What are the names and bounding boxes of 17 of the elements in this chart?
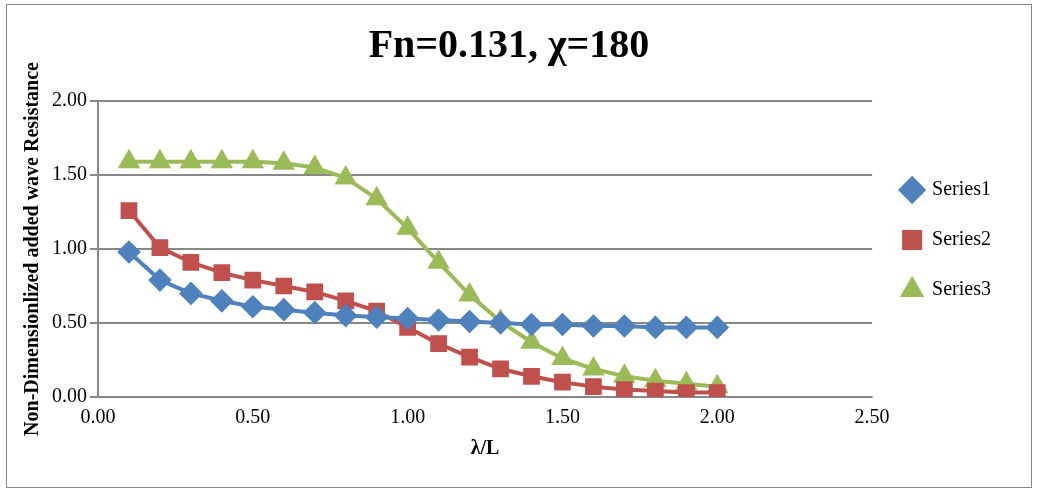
y-tick-label: 1.00: [52, 236, 87, 259]
legend-label: Series3: [932, 277, 992, 300]
chart-title: Fn=0.131, χ=180: [368, 21, 650, 67]
x-tick-label: 0.50: [235, 405, 271, 428]
legend-label: Series2: [932, 227, 992, 250]
y-tick-label: 2.00: [52, 88, 87, 111]
x-tick-label: 2.50: [854, 405, 890, 428]
y-tick-label: 0.50: [52, 310, 87, 333]
x-tick-label: 1.00: [390, 405, 426, 428]
x-axis-title: λ/L: [470, 436, 500, 459]
y-tick-label: 0.00: [52, 384, 87, 407]
legend-label: Series1: [932, 177, 992, 200]
y-axis-title: Non-Dimensionlized added wave Resistance: [20, 61, 43, 436]
x-tick-label: 0.00: [80, 405, 116, 428]
y-tick-label: 1.50: [52, 162, 87, 185]
x-tick-label: 1.50: [544, 405, 580, 428]
x-tick-label: 2.00: [699, 405, 735, 428]
